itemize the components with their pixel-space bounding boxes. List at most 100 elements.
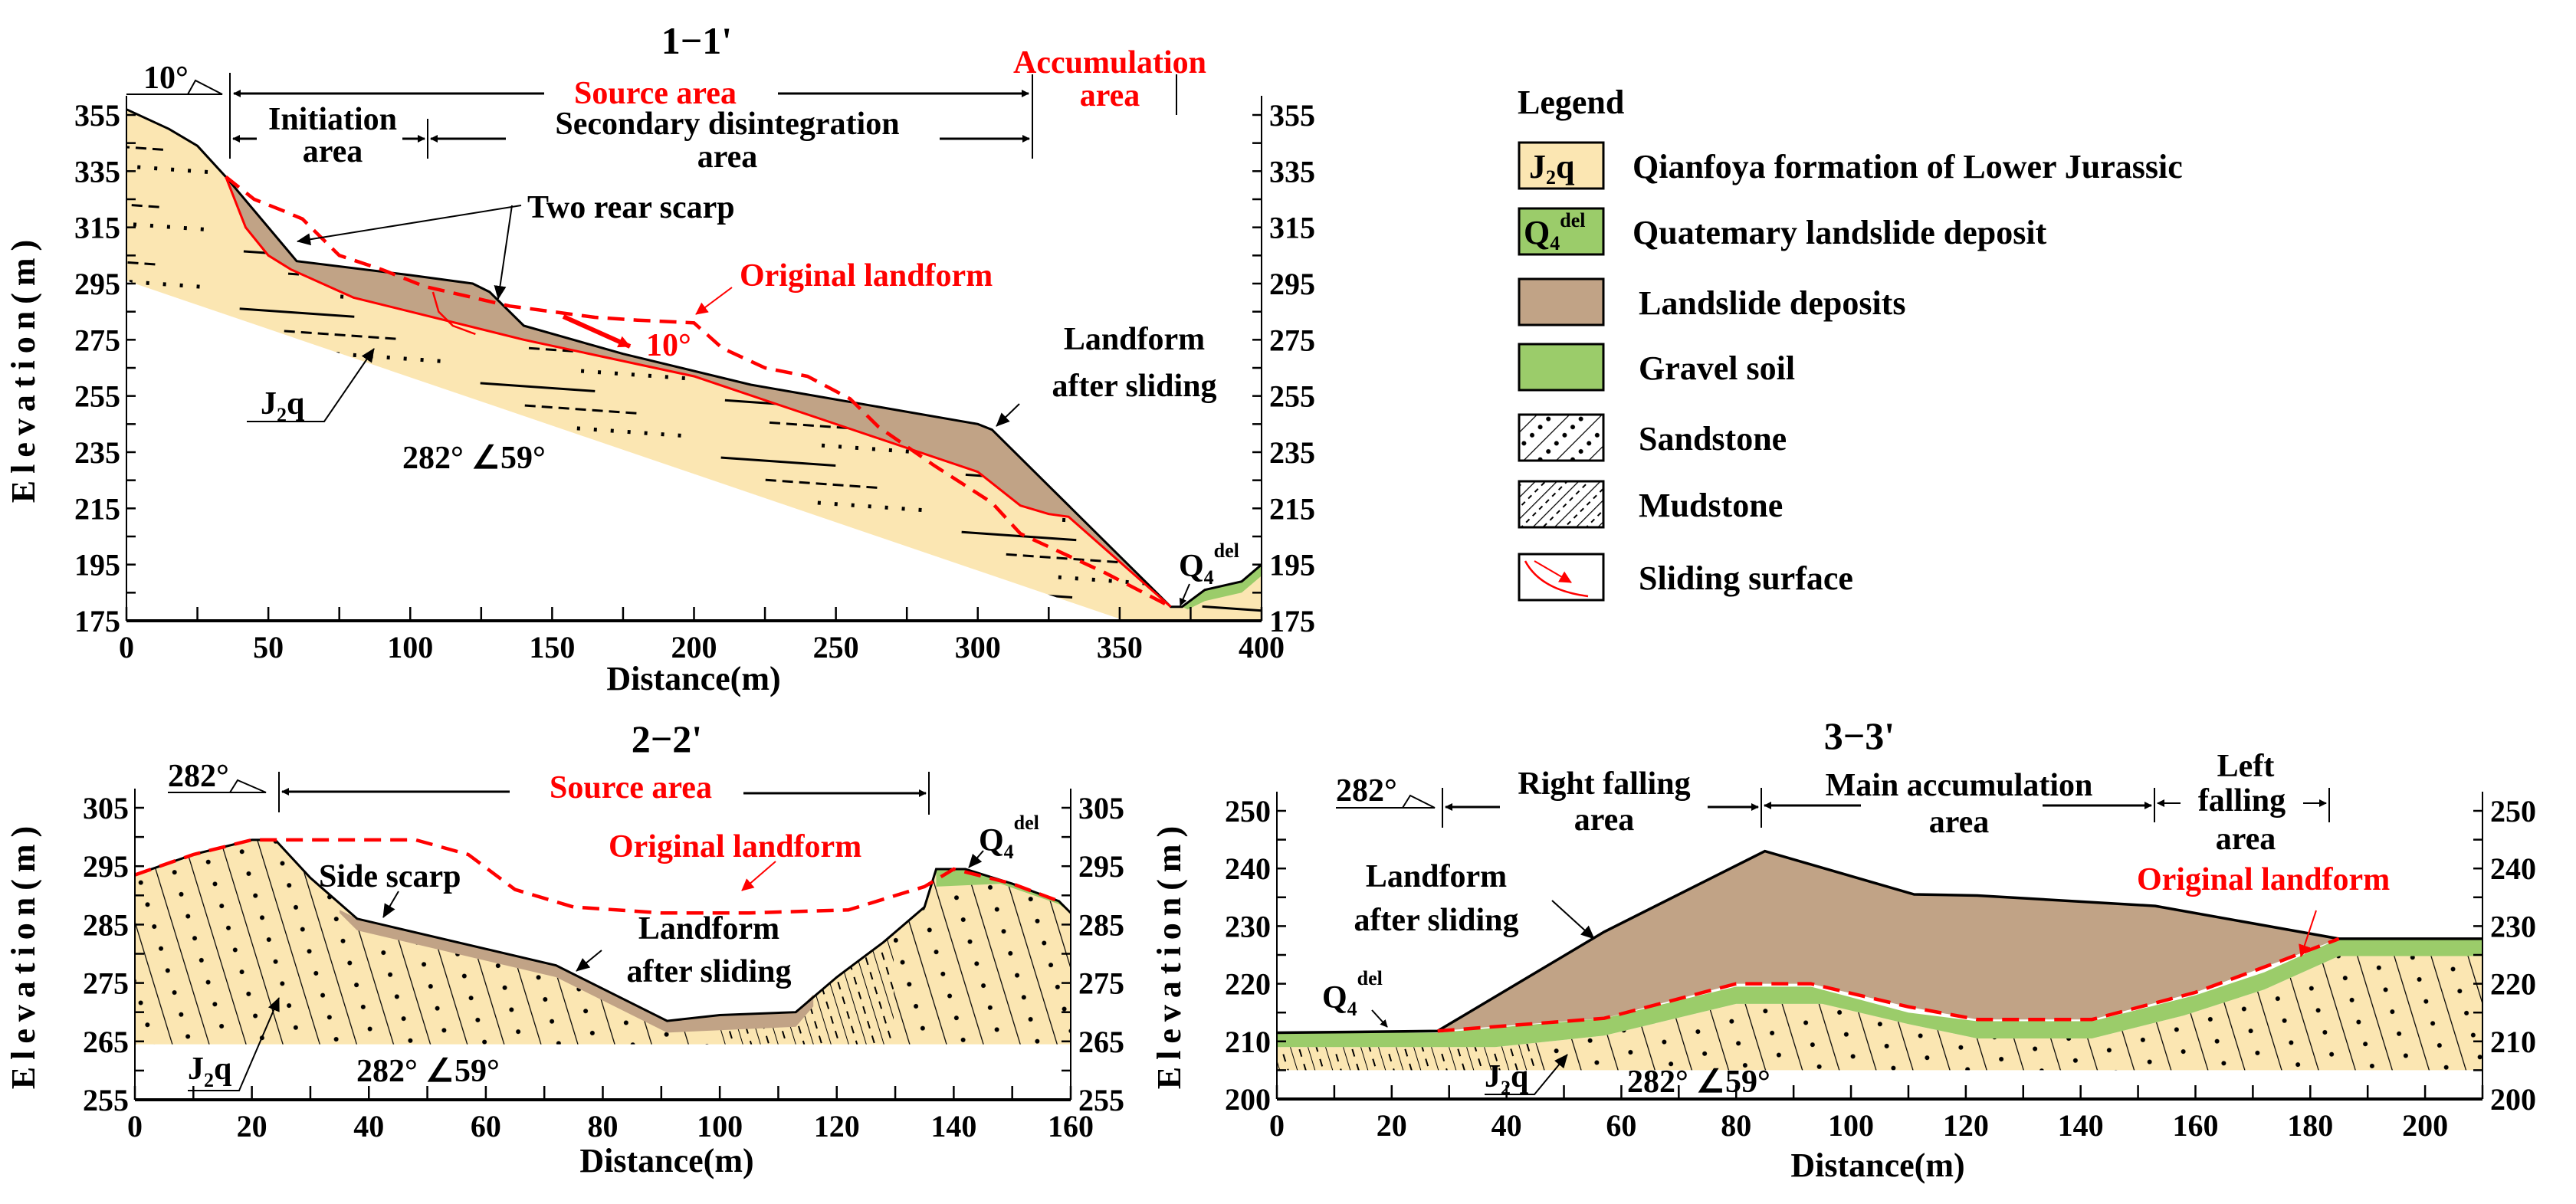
x-tick-label: 200 — [671, 630, 717, 664]
y-tick-label-right: 255 — [1269, 379, 1315, 414]
legend-item-sliding-surface: Sliding surface — [1518, 553, 1853, 602]
legend: Legend J2q Qianfoya formation of Lower J… — [1518, 84, 2183, 602]
section-1-1: 0 50 100 150 200 250 300 350 400 355 355 335 335 315 3… — [5, 19, 1315, 697]
deposit-swatch — [1518, 277, 1605, 326]
y-tick-label: 275 — [74, 323, 120, 357]
dip-direction-icon — [168, 779, 267, 793]
x-tick-label: 300 — [955, 630, 1001, 664]
quaternary-swatch — [1518, 207, 1605, 256]
sliding-arrow-icon — [1534, 560, 1572, 583]
y-tick-label-right: 210 — [2490, 1025, 2536, 1059]
y-tick-label: 305 — [83, 791, 129, 825]
y-tick-label: 275 — [83, 966, 129, 1001]
y-tick-label-right: 305 — [1078, 791, 1124, 825]
y-tick-label: 195 — [74, 548, 120, 582]
y-tick-label: 215 — [74, 491, 120, 526]
y-tick-label-right: 315 — [1269, 211, 1315, 245]
x-tick-label: 100 — [1828, 1108, 1874, 1143]
original-landform-line — [1437, 937, 2340, 1033]
x-tick-label: 100 — [387, 630, 433, 664]
x-tick-label: 400 — [1239, 630, 1285, 664]
dip-direction-label: 10° — [143, 61, 189, 96]
y-tick-label-right: 200 — [2490, 1082, 2536, 1117]
left-falling-label: falling — [2198, 783, 2286, 819]
x-tick-label: 150 — [529, 630, 575, 664]
y-tick-label-right: 335 — [1269, 154, 1315, 189]
y-tick-label-right: 220 — [2490, 967, 2536, 1002]
dip-direction-icon — [1336, 794, 1436, 809]
x-tick-label: 120 — [1943, 1108, 1989, 1143]
y-tick-label-right: 240 — [2490, 851, 2536, 886]
section-title: 3−3' — [1824, 714, 1895, 757]
sliding-direction-arrow — [562, 314, 632, 349]
original-landform-pointer — [741, 861, 776, 891]
y-tick-label-right: 265 — [1078, 1025, 1124, 1059]
section-1-axes: 0 50 100 150 200 250 300 350 400 355 355 335 335 315 3… — [74, 96, 1315, 664]
x-tick-label: 20 — [1377, 1108, 1407, 1143]
y-tick-label-right: 230 — [2490, 909, 2536, 943]
deposit-label: Q4del — [1179, 540, 1239, 589]
x-axis-label: Distance(m) — [579, 1142, 753, 1179]
formation-swatch — [1518, 141, 1605, 190]
initiation-area-label: area — [303, 134, 363, 169]
original-landform-pointer — [2299, 910, 2317, 957]
bedding-attitude-label: 282° ∠59° — [356, 1054, 500, 1089]
x-tick-label: 20 — [237, 1109, 267, 1143]
legend-label: Gravel soil — [1639, 349, 1795, 387]
landform-after-label: Landform — [638, 911, 779, 946]
x-tick-label: 50 — [253, 630, 284, 664]
source-area-label: Source area — [550, 770, 712, 805]
legend-title: Legend — [1518, 84, 1624, 121]
y-tick-label: 355 — [74, 98, 120, 133]
original-landform-line — [225, 175, 1172, 609]
section-3-3: 0 20 40 60 80 100 120 140 160 180 200 250 250 240 240 2… — [1150, 714, 2536, 1184]
y-tick-label: 235 — [74, 435, 120, 470]
x-axis-label: Distance(m) — [606, 660, 780, 697]
x-tick-label: 0 — [119, 630, 134, 664]
rear-scarp-label: Two rear scarp — [527, 190, 735, 225]
landslide-deposit — [225, 176, 1171, 607]
x-tick-label: 80 — [1721, 1108, 1751, 1143]
x-tick-label: 60 — [1606, 1108, 1636, 1143]
deposit-pointer — [1179, 583, 1190, 606]
legend-label: Qianfoya formation of Lower Jurassic — [1633, 148, 2183, 185]
formation-label: J2q — [188, 1051, 231, 1091]
deposit-pointer — [968, 850, 984, 868]
landslide-deposit — [1437, 851, 2339, 1032]
rear-scarp-pointer — [494, 205, 513, 300]
mudstone-swatch — [1518, 480, 1605, 529]
formation-pointer — [1485, 1054, 1568, 1095]
y-tick-label-right: 355 — [1269, 98, 1315, 133]
y-tick-label: 315 — [74, 211, 120, 245]
y-axis-label: Elevation(m) — [5, 819, 42, 1089]
sliding-angle-label: 10° — [646, 328, 691, 363]
landform-after-sliding-line — [1276, 849, 2482, 1035]
y-tick-label-right: 195 — [1269, 548, 1315, 582]
section-title: 2−2' — [632, 717, 702, 760]
x-tick-label: 0 — [127, 1109, 143, 1143]
sliding-surface-line — [225, 176, 1172, 608]
y-tick-label: 295 — [83, 849, 129, 884]
rear-scarp-pointer — [297, 205, 522, 246]
legend-label: Landslide deposits — [1639, 284, 1905, 322]
legend-item-mudstone: Mudstone — [1518, 480, 1783, 529]
y-tick-label: 295 — [74, 267, 120, 301]
x-axis-label: Distance(m) — [1790, 1147, 1964, 1184]
y-tick-label: 210 — [1225, 1025, 1271, 1059]
legend-item-gravel-soil: Gravel soil — [1518, 343, 1795, 392]
formation-pointer — [247, 348, 375, 422]
y-tick-label: 200 — [1225, 1082, 1271, 1117]
right-falling-label: area — [1574, 802, 1635, 838]
section-3-axes: 0 20 40 60 80 100 120 140 160 180 200 250 250 240 240 2… — [1225, 792, 2536, 1143]
x-tick-label: 160 — [1048, 1109, 1094, 1143]
legend-label: Sliding surface — [1639, 559, 1853, 597]
main-accumulation-label: Main accumulation — [1826, 768, 2093, 803]
mudstone-hatching — [1277, 956, 1537, 1071]
accumulation-area-label: Accumulation — [1013, 45, 1206, 80]
legend-item-quaternary: Q4del Quatemary landslide deposit — [1518, 207, 2047, 256]
legend-label: Mudstone — [1639, 487, 1783, 524]
bedding-attitude-label: 282° ∠59° — [1627, 1065, 1770, 1100]
y-axis-label: Elevation(m) — [1150, 819, 1188, 1089]
deposit-label: Q4del — [1322, 967, 1383, 1020]
